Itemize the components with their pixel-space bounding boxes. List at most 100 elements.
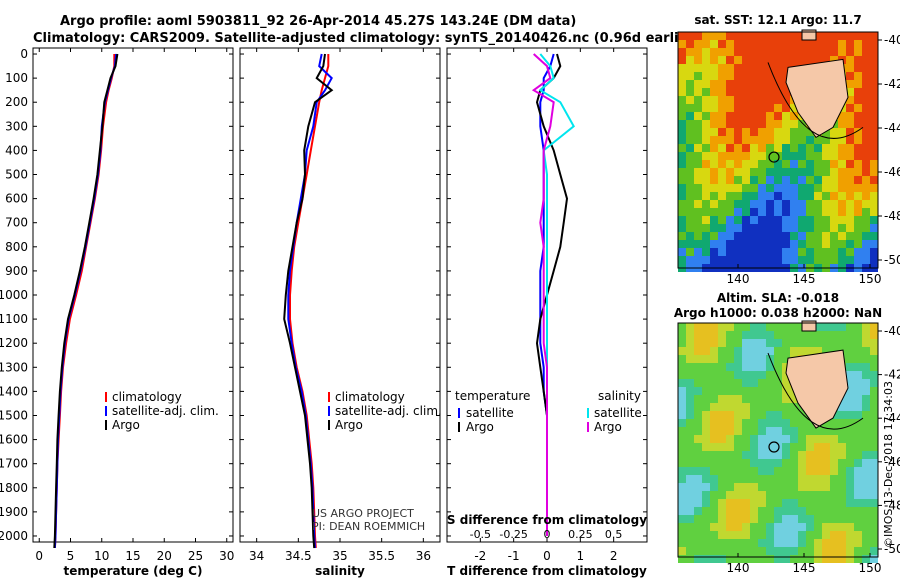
map-cell: [718, 120, 726, 128]
map-cell: [758, 339, 766, 347]
map-cell: [726, 216, 734, 224]
map-cell: [814, 168, 822, 176]
map-cell: [806, 144, 814, 152]
map-cell: [702, 435, 710, 443]
map-cell: [718, 88, 726, 96]
tasmania-land: [785, 58, 849, 139]
map-cell: [846, 555, 854, 563]
map-cell: [870, 232, 878, 240]
map-cell: [766, 192, 774, 200]
map-cell: [750, 539, 758, 547]
map-cell: [854, 216, 862, 224]
map-cell: [734, 363, 742, 371]
map-cell: [702, 104, 710, 112]
map-cell: [710, 459, 718, 467]
map-cell: [870, 216, 878, 224]
map-cell: [830, 192, 838, 200]
map-cell: [678, 200, 686, 208]
map-cell: [766, 403, 774, 411]
map-cell: [798, 427, 806, 435]
map-cell: [870, 395, 878, 403]
map-cell: [774, 40, 782, 48]
map-cell: [718, 48, 726, 56]
map-cell: [854, 208, 862, 216]
map-cell: [718, 547, 726, 555]
map-cell: [798, 539, 806, 547]
map-cell: [766, 323, 774, 331]
map-cell: [862, 363, 870, 371]
map-cell: [734, 323, 742, 331]
map-cell: [766, 152, 774, 160]
map-cell: [854, 451, 862, 459]
map-cell: [798, 443, 806, 451]
map-cell: [806, 467, 814, 475]
map-cell: [766, 88, 774, 96]
map-cell: [726, 427, 734, 435]
map-cell: [846, 72, 854, 80]
map-cell: [686, 331, 694, 339]
map-cell: [814, 136, 822, 144]
map-cell: [686, 523, 694, 531]
map-cell: [758, 411, 766, 419]
map-cell: [830, 419, 838, 427]
map-cell: [790, 331, 798, 339]
map-cell: [734, 144, 742, 152]
depth-tick-label: 1800: [0, 481, 28, 495]
map-cell: [838, 435, 846, 443]
map-cell: [846, 467, 854, 475]
map-cell: [846, 443, 854, 451]
map-cell: [734, 104, 742, 112]
map-cell: [678, 515, 686, 523]
map-cell: [742, 395, 750, 403]
map-cell: [694, 331, 702, 339]
map-cell: [838, 459, 846, 467]
map-cell: [702, 56, 710, 64]
map-cell: [702, 128, 710, 136]
map-cell: [806, 515, 814, 523]
map-cell: [710, 168, 718, 176]
map-cell: [782, 192, 790, 200]
map-cell: [742, 160, 750, 168]
map-cell: [846, 88, 854, 96]
map-cell: [830, 531, 838, 539]
map-cell: [854, 128, 862, 136]
map-cell: [790, 168, 798, 176]
map-cell: [726, 355, 734, 363]
map-cell: [702, 240, 710, 248]
lon-tick-label: 140: [727, 561, 750, 575]
map-cell: [702, 323, 710, 331]
map-cell: [702, 144, 710, 152]
map-cell: [766, 515, 774, 523]
map-cell: [854, 547, 862, 555]
x-tick-label: 34.5: [285, 549, 312, 563]
map-cell: [750, 152, 758, 160]
map-cell: [814, 547, 822, 555]
map-cell: [774, 80, 782, 88]
map-cell: [710, 427, 718, 435]
map-cell: [742, 136, 750, 144]
map-cell: [846, 104, 854, 112]
map-cell: [734, 152, 742, 160]
lat-tick-label: -44: [884, 121, 900, 135]
map-cell: [734, 395, 742, 403]
map-cell: [806, 499, 814, 507]
map-cell: [710, 339, 718, 347]
map-cell: [774, 419, 782, 427]
map-cell: [750, 96, 758, 104]
map-cell: [838, 48, 846, 56]
map-cell: [742, 323, 750, 331]
map-cell: [734, 200, 742, 208]
map-cell: [750, 499, 758, 507]
map-cell: [822, 160, 830, 168]
map-cell: [710, 104, 718, 112]
map-cell: [846, 363, 854, 371]
map-cell: [686, 120, 694, 128]
map-cell: [694, 192, 702, 200]
map-cell: [846, 56, 854, 64]
legend-title-temperature: temperature: [455, 389, 530, 403]
map-cell: [790, 339, 798, 347]
map-cell: [686, 547, 694, 555]
map-cell: [814, 507, 822, 515]
map-cell: [758, 80, 766, 88]
